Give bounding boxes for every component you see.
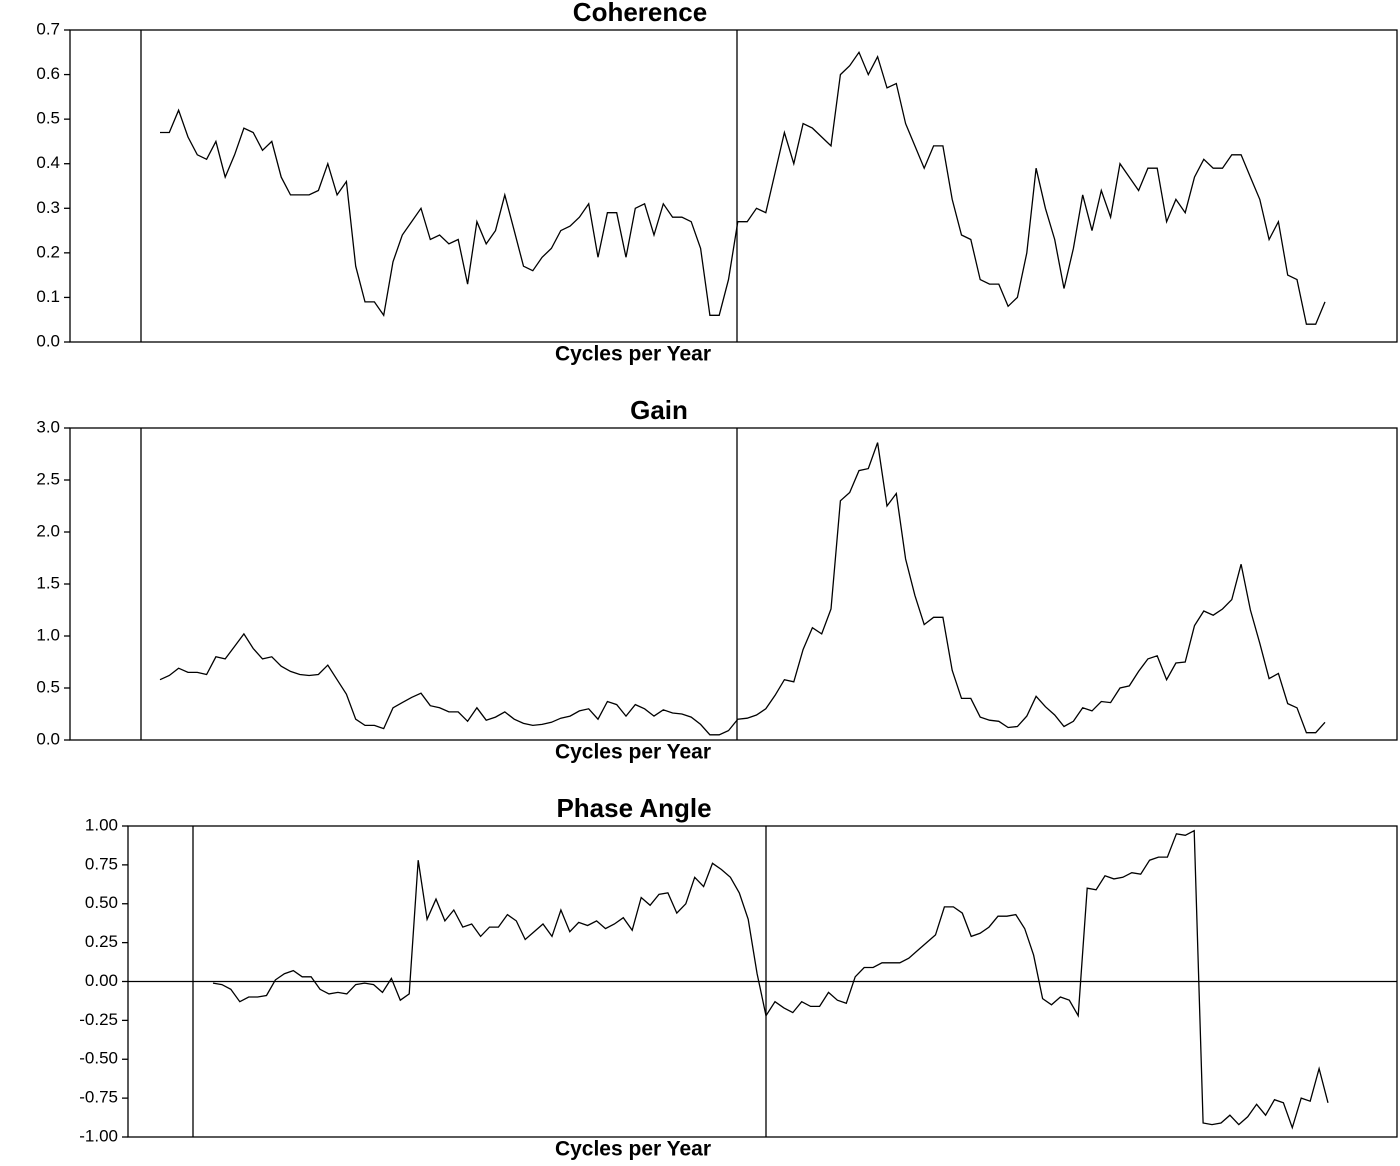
data-line (160, 50, 1326, 325)
y-tick-label: -0.75 (79, 1088, 118, 1107)
y-tick-label: 0.50 (85, 893, 118, 912)
y-tick-label: 1.00 (85, 815, 118, 834)
y-tick-label: 0.00 (85, 971, 118, 990)
y-tick-label: 3.0 (36, 417, 60, 436)
y-tick-label: 2.0 (36, 521, 60, 540)
y-tick-label: 2.5 (36, 469, 60, 488)
chart-title: Gain (630, 395, 688, 425)
x-axis-label: Cycles per Year (555, 741, 711, 764)
y-tick-label: 0.5 (36, 677, 60, 696)
y-tick-label: 0.1 (36, 287, 60, 306)
y-tick-label: 0.6 (36, 64, 60, 83)
y-tick-label: 1.0 (36, 625, 60, 644)
y-tick-label: 1.5 (36, 573, 60, 592)
y-tick-label: 0.4 (36, 153, 60, 172)
y-tick-label: 0.0 (36, 729, 60, 748)
data-line (159, 442, 1326, 736)
y-tick-label: 0.0 (36, 331, 60, 350)
x-axis-label: Cycles per Year (555, 343, 711, 366)
y-tick-label: 0.7 (36, 19, 60, 38)
plot-frame (69, 427, 1398, 741)
y-tick-label: 0.25 (85, 932, 118, 951)
chart-title: Phase Angle (556, 793, 711, 823)
y-tick-label: 0.5 (36, 109, 60, 128)
data-line (212, 829, 1329, 1130)
y-tick-label: -1.00 (79, 1126, 118, 1145)
plot-frame (69, 29, 1398, 343)
y-tick-label: 0.75 (85, 854, 118, 873)
y-tick-label: -0.25 (79, 1010, 118, 1029)
y-tick-label: 0.2 (36, 242, 60, 261)
y-tick-label: 0.3 (36, 198, 60, 217)
x-axis-label: Cycles per Year (555, 1138, 711, 1161)
y-tick-label: -0.50 (79, 1049, 118, 1068)
chart-title: Coherence (573, 0, 707, 27)
